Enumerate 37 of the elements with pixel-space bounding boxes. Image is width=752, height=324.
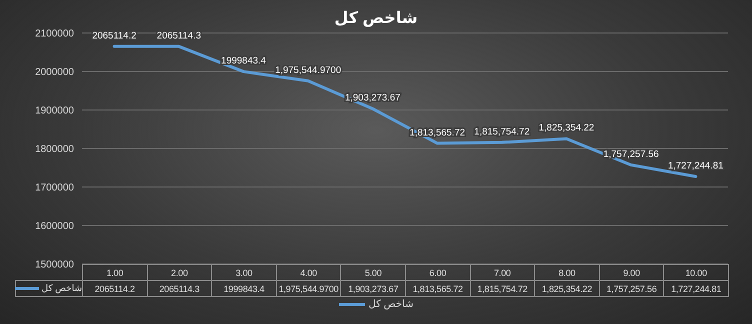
x-tick-label: 4.00 xyxy=(276,264,341,280)
x-tick-label: 5.00 xyxy=(340,264,406,280)
x-tick-label: 8.00 xyxy=(534,264,600,280)
x-tick-label: 2.00 xyxy=(147,264,212,280)
x-tick-label: 9.00 xyxy=(599,264,664,280)
chart-title: شاخص کل xyxy=(333,9,419,28)
y-tick-label: 1700000 xyxy=(35,182,74,194)
data-label: 1,757,257.56 xyxy=(599,280,664,296)
text: 1,815,754.72 xyxy=(474,126,530,138)
data-label: 1,727,244.81 xyxy=(664,280,728,296)
text: شاخص کل xyxy=(368,299,414,310)
text: 1999843.4 xyxy=(221,56,266,67)
x-tick-label: 3.00 xyxy=(212,264,276,280)
text: 1,825,354.22 xyxy=(538,122,594,134)
legend-label: شاخص کل xyxy=(16,280,82,296)
data-label: 1,813,565.72 xyxy=(405,280,470,296)
y-tick-label: 1800000 xyxy=(35,144,74,156)
y-tick-label: 2100000 xyxy=(35,28,74,40)
data-label: 1999843.4 xyxy=(212,280,276,296)
x-tick-label: 1.00 xyxy=(82,264,148,280)
text: 2065114.2 xyxy=(92,30,136,42)
x-tick-label: 6.00 xyxy=(405,264,470,280)
data-label: 1,825,354.22 xyxy=(534,280,600,296)
data-label: 2065114.2 xyxy=(82,280,148,296)
y-tick-label: 1600000 xyxy=(35,221,74,232)
x-tick-label: 10.00 xyxy=(664,264,728,280)
data-label: 1,975,544.9700 xyxy=(276,280,341,296)
text: 1,975,544.9700 xyxy=(275,64,342,76)
x-tick-label: 7.00 xyxy=(470,264,535,280)
y-tick-label: 2000000 xyxy=(35,67,74,78)
text: 2065114.3 xyxy=(156,30,201,42)
data-label: 1,903,273.67 xyxy=(340,280,406,296)
data-label: 2065114.3 xyxy=(147,280,212,296)
data-label: 1,815,754.72 xyxy=(470,280,535,296)
text: 1,727,244.81 xyxy=(668,160,724,172)
y-tick-label: 1900000 xyxy=(35,106,74,117)
y-tick-label: 1500000 xyxy=(35,260,74,271)
